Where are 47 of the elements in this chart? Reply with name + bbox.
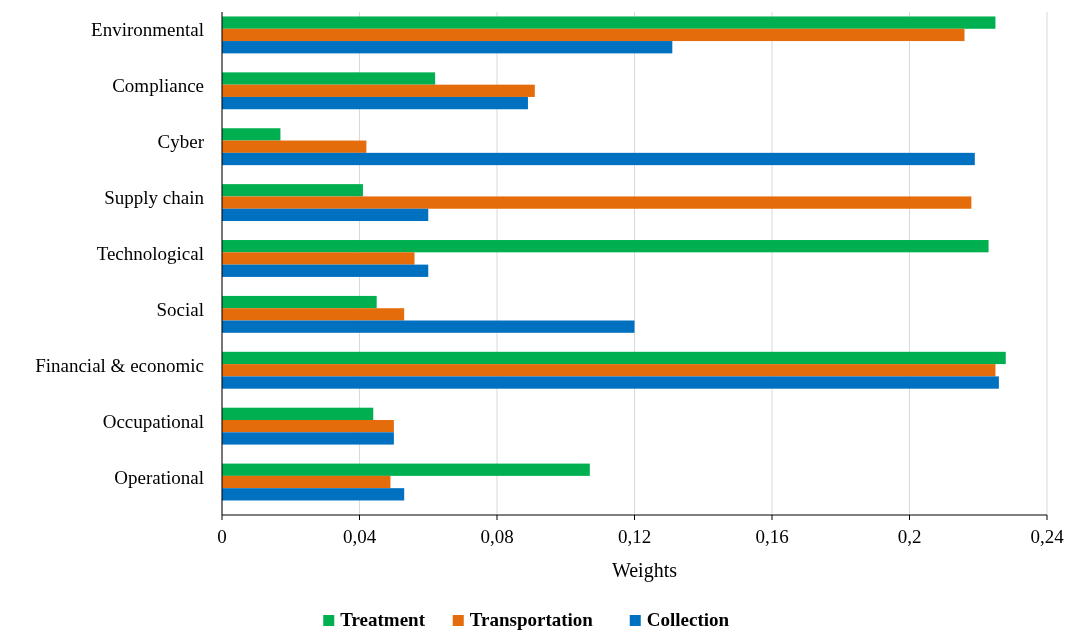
bar	[222, 308, 405, 321]
bar	[222, 432, 394, 445]
bar	[222, 140, 367, 153]
y-tick-label: Compliance	[112, 75, 204, 97]
bar	[222, 264, 429, 277]
bar	[222, 463, 590, 476]
x-tick-label: 0,12	[617, 526, 652, 547]
y-tick-label: Cyber	[157, 131, 205, 153]
y-tick-label: Occupational	[102, 410, 204, 432]
legend-label: Treatment	[340, 609, 426, 630]
bar	[222, 475, 391, 489]
legend-label: Collection	[646, 609, 730, 630]
bar	[222, 128, 281, 141]
bar	[222, 184, 363, 197]
x-axis-title: Weights	[611, 559, 678, 582]
x-tick-label: 0	[217, 526, 227, 547]
x-tick-label: 0,08	[480, 526, 514, 547]
x-tick-label: 0,2	[897, 526, 922, 547]
bar	[222, 240, 989, 253]
bar	[222, 351, 1006, 365]
bar	[222, 16, 996, 29]
bar	[222, 295, 377, 309]
bar	[222, 41, 673, 54]
bar	[222, 320, 635, 333]
bar	[222, 252, 415, 265]
bar	[222, 28, 965, 42]
x-tick-label: 0,04	[342, 526, 377, 547]
bar	[222, 419, 394, 433]
bar	[222, 96, 528, 110]
y-tick-label: Environmental	[91, 19, 204, 41]
x-tick-label: 0,16	[755, 526, 789, 547]
y-tick-label: Financial & economic	[35, 354, 204, 376]
bar	[222, 364, 996, 377]
bar	[222, 152, 975, 166]
bar	[222, 376, 999, 389]
y-tick-label: Operational	[114, 466, 204, 488]
bar	[222, 72, 436, 85]
bar	[222, 488, 405, 501]
bar	[222, 407, 374, 420]
y-tick-label: Technological	[96, 243, 204, 264]
bar	[222, 208, 429, 222]
y-tick-label: Social	[156, 298, 204, 320]
x-tick-label: 0,24	[1030, 526, 1065, 547]
bar	[222, 196, 972, 209]
bar	[222, 84, 535, 97]
y-tick-label: Supply chain	[104, 187, 205, 209]
legend-label: Transportation	[469, 609, 594, 630]
